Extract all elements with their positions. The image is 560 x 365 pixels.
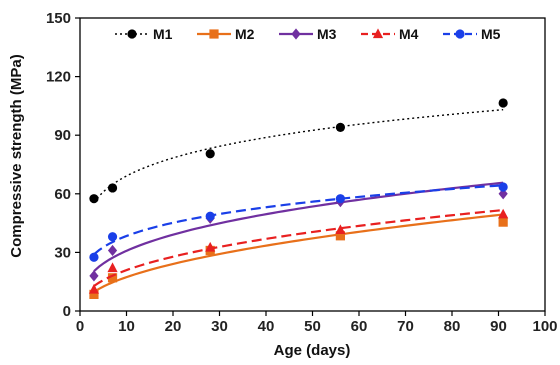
plot-border <box>79 17 546 312</box>
series-m1 <box>89 98 508 204</box>
legend-marker-m3 <box>291 28 301 40</box>
series-layer <box>88 98 509 299</box>
x-tick-label: 40 <box>258 318 275 335</box>
data-point-m2 <box>89 289 99 299</box>
x-axis: 0 10 20 30 40 50 60 70 80 90 100 <box>76 311 558 335</box>
data-point-m1 <box>89 194 99 204</box>
legend-marker-m1 <box>127 29 137 39</box>
legend-label-m3: M3 <box>317 26 337 42</box>
x-tick-label: 100 <box>532 318 557 335</box>
series-m5 <box>89 182 508 262</box>
x-axis-title: Age (days) <box>274 342 351 359</box>
y-axis-title: Compressive strength (MPa) <box>8 54 25 257</box>
legend-item-m3: M3 <box>279 26 337 42</box>
data-point-m5 <box>335 194 345 204</box>
legend-label-m4: M4 <box>399 26 419 42</box>
legend-marker-m4 <box>372 28 384 39</box>
legend-marker-m2 <box>209 29 219 39</box>
data-point-m5 <box>205 211 215 221</box>
data-point-m1 <box>335 122 345 132</box>
legend-label-m1: M1 <box>153 26 173 42</box>
data-point-m3 <box>107 244 118 257</box>
x-tick-label: 80 <box>444 318 461 335</box>
y-axis: 0 30 60 90 120 150 <box>46 10 80 320</box>
data-point-m2 <box>335 231 345 241</box>
legend-item-m1: M1 <box>115 26 173 42</box>
data-point-m5 <box>498 182 508 192</box>
data-point-m4 <box>205 241 216 252</box>
data-point-m3 <box>89 270 99 282</box>
data-point-m4 <box>88 283 100 294</box>
data-point-m4 <box>498 208 509 219</box>
data-point-m1 <box>498 98 508 108</box>
x-tick-label: 60 <box>351 318 368 335</box>
data-point-m4 <box>107 262 118 273</box>
x-tick-label: 30 <box>211 318 228 335</box>
data-point-m2 <box>107 273 118 283</box>
x-tick-label: 10 <box>118 318 135 335</box>
data-point-m5 <box>107 232 118 242</box>
y-tick-label: 0 <box>63 303 71 320</box>
series-m4 <box>88 208 509 294</box>
series-line-m2 <box>93 213 504 293</box>
data-point-m3 <box>498 188 508 200</box>
legend-item-m4: M4 <box>361 26 419 42</box>
x-tick-label: 70 <box>397 318 414 335</box>
data-point-m5 <box>89 252 99 262</box>
y-tick-label: 30 <box>54 244 71 261</box>
legend-item-m2: M2 <box>197 26 255 42</box>
x-tick-label: 20 <box>165 318 182 335</box>
legend-label-m5: M5 <box>481 26 501 42</box>
series-line-m1 <box>93 108 504 203</box>
data-point-m1 <box>205 149 215 159</box>
y-tick-label: 90 <box>54 127 71 144</box>
data-point-m2 <box>498 217 508 227</box>
data-point-m1 <box>107 183 118 193</box>
series-line-m5 <box>93 184 504 256</box>
y-tick-label: 150 <box>46 10 71 27</box>
plot-area <box>79 17 546 312</box>
legend-marker-m5 <box>455 29 465 39</box>
x-tick-label: 90 <box>490 318 507 335</box>
y-tick-label: 120 <box>46 69 71 86</box>
x-tick-label: 50 <box>304 318 321 335</box>
legend: M1 M2 M3 M4 M5 <box>115 26 501 42</box>
x-tick-label: 0 <box>76 318 84 335</box>
legend-label-m2: M2 <box>235 26 255 42</box>
series-m3 <box>89 181 508 282</box>
series-line-m4 <box>93 208 504 287</box>
y-tick-label: 60 <box>54 186 71 203</box>
data-point-m4 <box>335 224 346 235</box>
legend-item-m5: M5 <box>443 26 501 42</box>
